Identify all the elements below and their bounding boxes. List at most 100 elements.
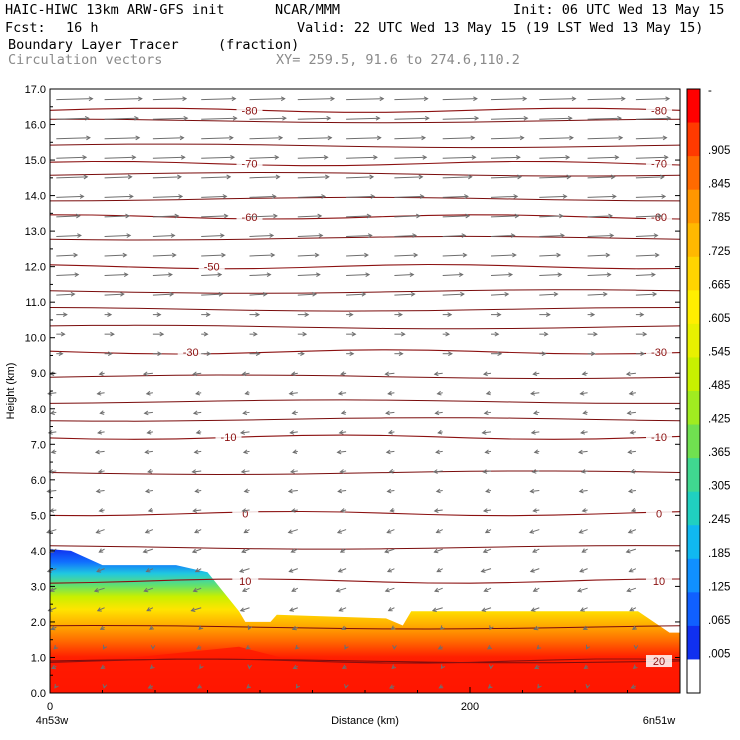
wind-vector-head	[290, 548, 296, 553]
wind-vector	[394, 254, 418, 257]
theta-contour	[49, 235, 681, 241]
wind-vector-head	[288, 390, 294, 396]
wind-vector	[530, 489, 540, 492]
wind-vector-head	[344, 683, 349, 689]
contour-label-bg	[198, 260, 225, 273]
wind-vector-head	[335, 587, 341, 593]
wind-vector-head	[60, 331, 66, 337]
wind-vector	[539, 254, 561, 257]
contour-label-bg	[646, 431, 672, 444]
wind-vector-head	[86, 135, 91, 141]
wind-vector-head	[291, 587, 297, 592]
wind-vector-head	[487, 645, 492, 650]
wind-vector-head	[480, 568, 486, 573]
wind-vector	[297, 176, 329, 179]
wind-vector-head	[532, 508, 538, 513]
wind-vector-head	[627, 488, 633, 494]
wind-vector-head	[190, 607, 196, 612]
wind-vector-head	[337, 568, 343, 573]
theta-contour	[49, 470, 681, 476]
wind-vector	[297, 215, 322, 218]
wind-vector	[201, 117, 237, 120]
circulation-vectors	[46, 96, 672, 689]
wind-vector-head	[437, 645, 443, 650]
wind-vector-head	[196, 645, 202, 650]
wind-vector-head	[629, 607, 635, 612]
forecast-hour: 16 h	[66, 20, 99, 36]
theta-contour	[49, 143, 681, 149]
wind-vector	[346, 156, 377, 159]
wind-vector	[587, 176, 615, 179]
wind-vector	[201, 156, 235, 159]
wind-vector-head	[434, 587, 440, 593]
colorbar-swatch	[687, 525, 700, 560]
wind-vector-head	[337, 488, 343, 494]
wind-vector	[539, 156, 570, 159]
wind-vector	[339, 607, 347, 612]
wind-vector	[97, 607, 105, 612]
wind-vector-head	[341, 625, 347, 630]
wind-vector-head	[142, 548, 148, 554]
colorbar-label: .545	[708, 346, 730, 358]
wind-vector	[394, 117, 429, 120]
wind-vector-head	[423, 96, 429, 102]
wind-vector	[152, 234, 175, 237]
colorbar-frame	[686, 88, 701, 694]
wind-vector-head	[84, 115, 90, 121]
wind-vector-head	[586, 644, 591, 650]
wind-vector	[104, 215, 130, 218]
wind-vector-head	[49, 587, 55, 592]
wind-vector-head	[143, 587, 149, 593]
wind-vector	[339, 431, 347, 434]
wind-vector-head	[654, 252, 660, 258]
valid-time: Valid: 22 UTC Wed 13 May 15 (19 LST Wed …	[297, 20, 704, 36]
wind-vector-head	[523, 115, 529, 121]
wind-vector-head	[125, 213, 131, 219]
wind-vector-head	[639, 312, 645, 317]
wind-vector-head	[447, 312, 453, 317]
temperature-contour	[49, 658, 681, 664]
wind-vector	[531, 392, 540, 395]
wind-vector-head	[543, 331, 549, 337]
wind-vector-head	[473, 96, 478, 102]
wind-vector-head	[418, 174, 424, 180]
wind-vector-head	[146, 429, 152, 435]
wind-vector-head	[582, 410, 588, 415]
wind-vector-head	[191, 548, 197, 554]
wind-vector-head	[640, 351, 646, 357]
wind-vector-head	[508, 272, 514, 278]
temperature-contour	[49, 263, 681, 270]
contour-label: 10	[653, 576, 665, 588]
y-axis-label: Height (km)	[5, 363, 17, 420]
wind-vector-head	[122, 252, 128, 258]
wind-vector-head	[290, 508, 296, 513]
wind-vector-head	[95, 488, 101, 494]
wind-vector-head	[123, 272, 129, 278]
wind-vector	[56, 254, 78, 257]
wind-vector-head	[255, 312, 261, 317]
wind-vector-head	[662, 135, 668, 141]
contour-label: 0	[242, 509, 248, 521]
wind-vector-head	[384, 587, 390, 593]
wind-vector-head	[99, 410, 105, 415]
wind-vector	[297, 234, 323, 237]
wind-vector	[104, 98, 142, 101]
y-tick-label: 1.0	[31, 652, 46, 664]
wind-vector	[635, 195, 666, 198]
wind-vector	[143, 548, 154, 553]
wind-vector-head	[99, 625, 105, 630]
wind-vector-head	[413, 252, 419, 258]
colorbar-label: -	[708, 85, 712, 97]
theta-contour	[49, 118, 681, 124]
wind-vector-head	[100, 664, 106, 669]
wind-vector-head	[435, 488, 441, 494]
wind-vector	[587, 234, 614, 237]
wind-vector	[635, 254, 659, 257]
theta-contour	[49, 196, 681, 202]
colorbar-label: .245	[708, 514, 730, 526]
wind-vector	[96, 529, 105, 534]
wind-vector	[193, 372, 202, 375]
wind-vector-head	[198, 625, 204, 631]
wind-vector-head	[422, 155, 428, 160]
wind-vector-head	[389, 684, 395, 689]
